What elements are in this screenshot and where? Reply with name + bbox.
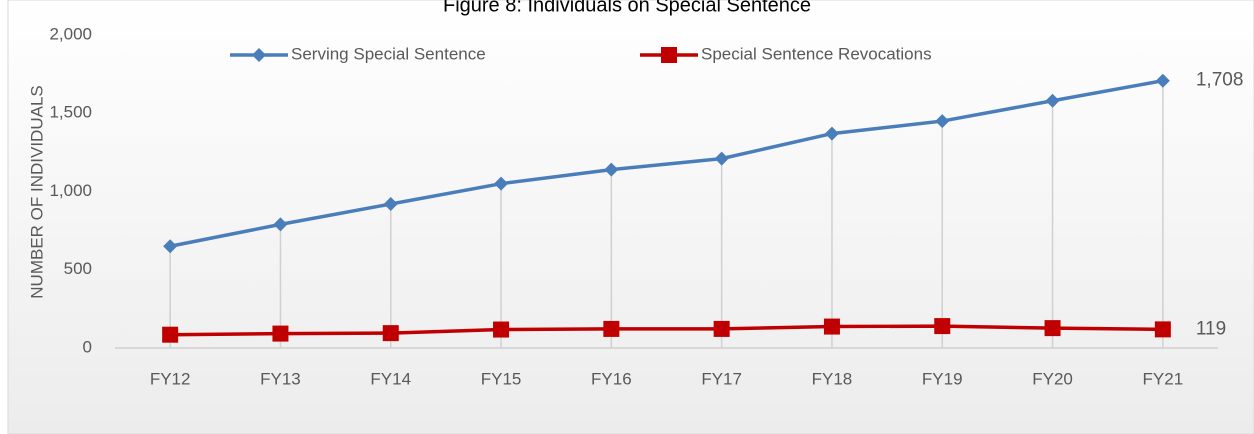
data-label: 119 — [1196, 318, 1226, 339]
x-tick-label: FY12 — [150, 369, 191, 388]
data-point — [824, 126, 839, 141]
data-point — [935, 114, 950, 129]
chart-frame — [7, 0, 1254, 434]
x-tick-label: FY16 — [591, 369, 632, 388]
data-point — [1155, 73, 1170, 88]
data-point — [382, 325, 399, 342]
data-point — [603, 320, 620, 337]
data-point — [163, 239, 178, 254]
legend-label: Special Sentence Revocations — [701, 44, 932, 63]
x-tick-label: FY21 — [1143, 369, 1184, 388]
y-tick-label: 1,000 — [49, 181, 92, 200]
data-point — [604, 162, 619, 177]
data-point — [713, 320, 730, 337]
legend-marker — [661, 47, 677, 63]
y-tick-label: 1,500 — [49, 103, 92, 122]
legend-label: Serving Special Sentence — [291, 44, 486, 63]
x-tick-label: FY18 — [812, 369, 853, 388]
data-point — [494, 176, 509, 191]
data-point — [383, 197, 398, 212]
chart-title: Figure 8: Individuals on Special Sentenc… — [443, 0, 811, 16]
data-point — [273, 217, 288, 232]
data-point — [1154, 321, 1171, 338]
data-point — [162, 326, 179, 343]
legend-marker — [252, 48, 266, 62]
data-point — [1044, 320, 1061, 337]
data-point — [272, 325, 289, 342]
y-axis-label: NUMBER OF INDIVIDUALS — [27, 85, 46, 298]
data-point — [934, 318, 951, 335]
x-tick-label: FY14 — [370, 369, 411, 388]
x-tick-label: FY17 — [701, 369, 742, 388]
y-tick-label: 2,000 — [49, 24, 92, 43]
data-point — [714, 151, 729, 166]
series-line — [170, 324, 1163, 337]
x-tick-label: FY15 — [481, 369, 522, 388]
data-point — [493, 321, 510, 338]
data-point — [1045, 93, 1060, 108]
y-tick-label: 500 — [64, 259, 92, 278]
data-point — [823, 318, 840, 335]
data-label: 1,708 — [1196, 70, 1244, 91]
x-tick-label: FY19 — [922, 369, 963, 388]
x-tick-label: FY20 — [1032, 369, 1073, 388]
series-line — [169, 78, 1164, 248]
y-tick-label: 0 — [83, 337, 92, 356]
x-tick-label: FY13 — [260, 369, 301, 388]
